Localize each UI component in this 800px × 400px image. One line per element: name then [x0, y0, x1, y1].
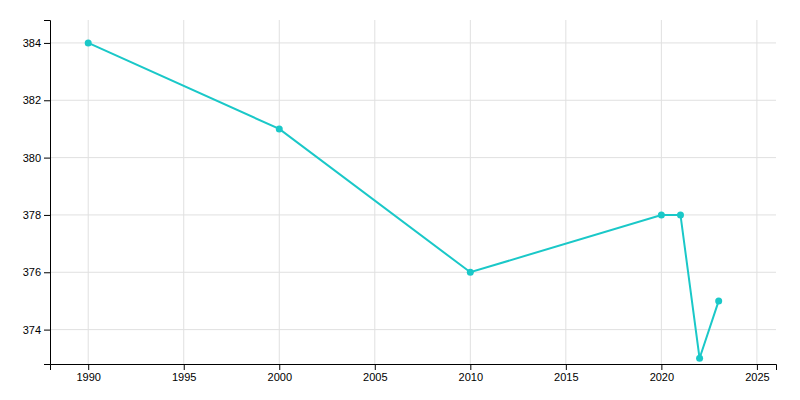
plot: 1990199520002005201020152020202537437637… [23, 20, 777, 383]
x-tick-label: 1995 [172, 371, 196, 383]
x-tick-mark [88, 364, 89, 370]
grid-line-x [374, 20, 375, 364]
point [276, 125, 283, 132]
x-tick-label: 2010 [459, 371, 483, 383]
line [88, 43, 718, 358]
x-tick-label: 2025 [745, 371, 769, 383]
marks [85, 39, 722, 361]
chart: 1990199520002005201020152020202537437637… [0, 0, 800, 400]
x-tick: 1990 [76, 364, 100, 383]
y-tick: 382 [23, 94, 50, 106]
point [677, 211, 684, 218]
grid-line-y [50, 157, 776, 158]
y-tick-mark [44, 158, 50, 159]
y-tick-label: 378 [23, 209, 41, 221]
y-tick: 378 [23, 209, 50, 221]
y-tick: 376 [23, 266, 50, 278]
y-tick-mark [44, 215, 50, 216]
point [658, 211, 665, 218]
y-tick: 380 [23, 152, 50, 164]
y-tick-mark [44, 100, 50, 101]
y-tick-mark [44, 330, 50, 331]
x-tick: 2025 [745, 364, 769, 383]
grid-line-x [756, 20, 757, 364]
x-tick-mark [661, 364, 662, 370]
x-tick: 1995 [172, 364, 196, 383]
y-axis-line [44, 21, 51, 365]
y-axis: 374 376 378 380 382 384 [23, 21, 51, 365]
y-tick-label: 382 [23, 94, 41, 106]
y-tick-label: 374 [23, 324, 41, 336]
x-tick-mark [470, 364, 471, 370]
grid-line-y [50, 42, 776, 43]
point [85, 39, 92, 46]
grid-line-x [565, 20, 566, 364]
x-tick-label: 2000 [268, 371, 292, 383]
y-tick-mark [44, 43, 50, 44]
x-tick-mark [566, 364, 567, 370]
grid-line-y [50, 272, 776, 273]
x-tick-mark [757, 364, 758, 370]
grid-line-x [183, 20, 184, 364]
point [467, 269, 474, 276]
y-tick-label: 384 [23, 37, 41, 49]
x-axis: 1990 1995 2000 2005 2010 2015 2020 2025 [51, 364, 777, 383]
x-tick-label: 2015 [554, 371, 578, 383]
x-tick-mark [279, 364, 280, 370]
x-axis-line [51, 365, 777, 371]
x-tick: 2015 [554, 364, 578, 383]
point [696, 355, 703, 362]
grid-line-x [88, 20, 89, 364]
grid-line-x [661, 20, 662, 364]
x-tick-label: 1990 [76, 371, 100, 383]
grid-line-x [470, 20, 471, 364]
point [715, 297, 722, 304]
grid-line-x [279, 20, 280, 364]
x-tick-mark [375, 364, 376, 370]
x-tick: 2020 [650, 364, 674, 383]
y-tick-mark [44, 272, 50, 273]
x-tick: 2010 [459, 364, 483, 383]
x-tick: 2000 [268, 364, 292, 383]
y-tick: 374 [23, 324, 50, 336]
x-tick-mark [184, 364, 185, 370]
y-tick-label: 380 [23, 152, 41, 164]
grid [50, 20, 776, 364]
grid-line-y [50, 329, 776, 330]
y-tick: 384 [23, 37, 50, 49]
x-tick-label: 2005 [363, 371, 387, 383]
y-tick-label: 376 [23, 266, 41, 278]
x-tick-label: 2020 [650, 371, 674, 383]
grid-line-y [50, 100, 776, 101]
x-tick: 2005 [363, 364, 387, 383]
